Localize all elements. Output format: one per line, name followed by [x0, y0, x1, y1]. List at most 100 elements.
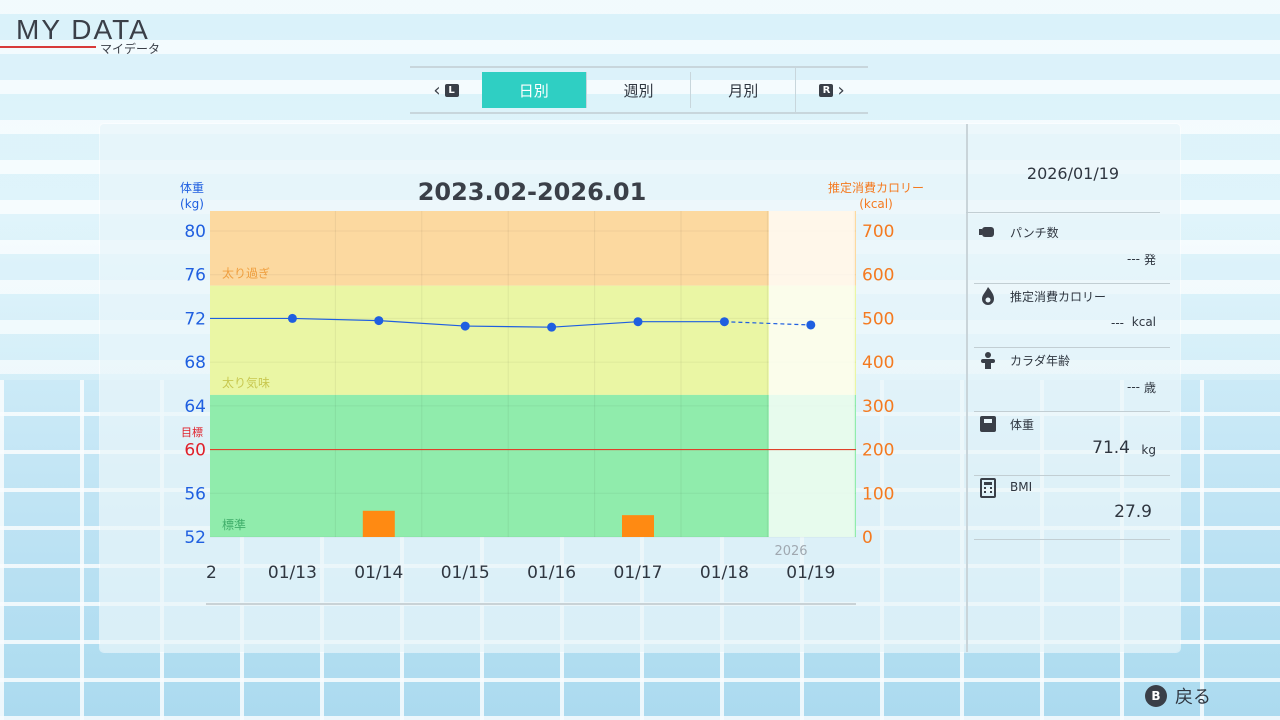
x-tick-label: 01/16 — [527, 563, 576, 583]
left-tick-label: 80 — [184, 222, 206, 242]
right-tick-label: 600 — [862, 266, 894, 286]
period-tabs: ‹ L 日別 週別 月別 R › — [410, 66, 868, 114]
weight-point — [460, 321, 470, 331]
flame-icon — [982, 287, 994, 305]
right-tick-label: 400 — [862, 353, 894, 373]
weight-value: 71.4 — [1092, 438, 1130, 458]
weight-point — [719, 317, 729, 327]
x-tick-label: 01/18 — [700, 563, 749, 583]
left-tick-label: 72 — [184, 309, 206, 329]
punch-count-unit: 発 — [1143, 253, 1156, 267]
x-tick-label: 01/14 — [354, 563, 403, 583]
x-tick-label: 01/17 — [614, 563, 663, 583]
day-details: 2026/01/19 パンチ数 --- 発 推定消費カロリー --- kcal … — [966, 124, 1180, 652]
left-axis-unit: (kg) — [180, 197, 204, 211]
weight-line-segment — [378, 320, 466, 327]
bmi-value: 27.9 — [1114, 502, 1152, 522]
calorie-row: 推定消費カロリー --- kcal — [974, 284, 1170, 348]
right-axis-unit: (kcal) — [859, 197, 893, 211]
zone-label: 太り気味 — [222, 375, 270, 390]
page-subtitle: マイデータ — [100, 42, 161, 56]
weight-label: 体重 — [1010, 418, 1035, 432]
zone-band — [210, 394, 856, 537]
divider — [966, 212, 1160, 213]
zone-label: 太り過ぎ — [222, 266, 270, 281]
selected-date: 2026/01/19 — [1026, 164, 1120, 183]
tab-daily[interactable]: 日別 — [481, 72, 586, 108]
left-tick-label: 64 — [184, 397, 206, 417]
weight-row: 体重 71.4 kg — [974, 412, 1170, 476]
left-tick-label: 68 — [184, 353, 206, 373]
year-label: 2026 — [774, 544, 807, 559]
divider — [974, 347, 1170, 348]
calorie-bar — [622, 515, 654, 537]
punch-count-label: パンチ数 — [1010, 226, 1059, 240]
scale-icon — [980, 416, 996, 432]
left-tick-label: 56 — [184, 484, 206, 504]
divider — [974, 539, 1170, 540]
back-label: 戻る — [1175, 687, 1211, 708]
b-button-icon: B — [1145, 685, 1167, 707]
body-age-unit: 歳 — [1143, 381, 1156, 395]
next-tab-button[interactable]: R › — [795, 68, 868, 112]
weight-line-segment — [551, 321, 639, 328]
panel-divider — [966, 124, 968, 652]
prev-tab-button[interactable]: ‹ L — [410, 68, 482, 112]
bmi-label: BMI — [1010, 480, 1033, 494]
back-button[interactable]: B 戻る — [1145, 683, 1211, 709]
weight-point — [547, 322, 557, 332]
weight-point — [806, 320, 816, 330]
calorie-bar — [362, 510, 395, 537]
weight-line-segment — [724, 321, 811, 326]
punch-count-value: --- — [1127, 252, 1140, 266]
chart-area: 太り過ぎ太り気味標準 80 76 72 68 64 60 56 52 700 600 500 400… — [100, 124, 960, 652]
bmi-row: BMI 27.9 — [974, 476, 1170, 540]
left-axis-label: 体重 — [180, 181, 204, 195]
tab-weekly[interactable]: 週別 — [585, 72, 691, 108]
x-tick-label: 01/19 — [786, 563, 835, 583]
l-button-icon: L — [444, 83, 459, 97]
calculator-icon — [980, 478, 996, 498]
r-button-icon: R — [819, 83, 834, 97]
calorie-value: --- — [1111, 316, 1124, 330]
left-tick-label: 76 — [184, 266, 206, 286]
weight-line-segment — [292, 317, 379, 322]
right-tick-label: 0 — [862, 528, 873, 548]
divider — [974, 283, 1170, 284]
body-age-row: カラダ年齢 --- 歳 — [974, 348, 1170, 412]
right-tick-label: 700 — [862, 222, 894, 242]
body-age-value: --- — [1127, 380, 1140, 394]
chart-title: 2023.02-2026.01 — [418, 178, 647, 206]
left-tick-label: 52 — [184, 528, 206, 548]
x-tick-label: 01/13 — [268, 563, 317, 583]
divider — [974, 475, 1170, 476]
tab-monthly[interactable]: 月別 — [690, 72, 795, 108]
muscle-icon — [981, 352, 995, 369]
right-axis-label: 推定消費カロリー — [828, 180, 924, 195]
body-age-label: カラダ年齢 — [1010, 354, 1071, 368]
divider — [974, 411, 1170, 412]
right-tick-label: 200 — [862, 441, 894, 461]
chevron-left-icon: ‹ — [433, 79, 441, 101]
weight-line-segment — [465, 325, 552, 328]
x-tick-label: 01/15 — [441, 563, 490, 583]
selected-day-highlight — [768, 211, 855, 537]
right-tick-label: 500 — [862, 309, 894, 329]
weight-point — [374, 316, 384, 326]
x-tick-label: 2 — [206, 563, 217, 583]
weight-unit: kg — [1141, 443, 1156, 457]
zone-label: 標準 — [222, 517, 246, 532]
right-tick-label: 100 — [862, 484, 894, 504]
punch-icon — [979, 227, 994, 237]
title-underline — [0, 46, 96, 48]
zone-band — [210, 211, 856, 286]
calorie-unit: kcal — [1131, 315, 1156, 329]
left-tick-label: 60 — [184, 441, 206, 461]
weight-point — [287, 313, 297, 323]
calorie-label: 推定消費カロリー — [1010, 290, 1107, 304]
weight-point — [633, 317, 643, 327]
punch-count-row: パンチ数 --- 発 — [974, 220, 1170, 284]
target-label: 目標 — [181, 425, 203, 439]
page-title: MY DATA — [16, 14, 150, 45]
